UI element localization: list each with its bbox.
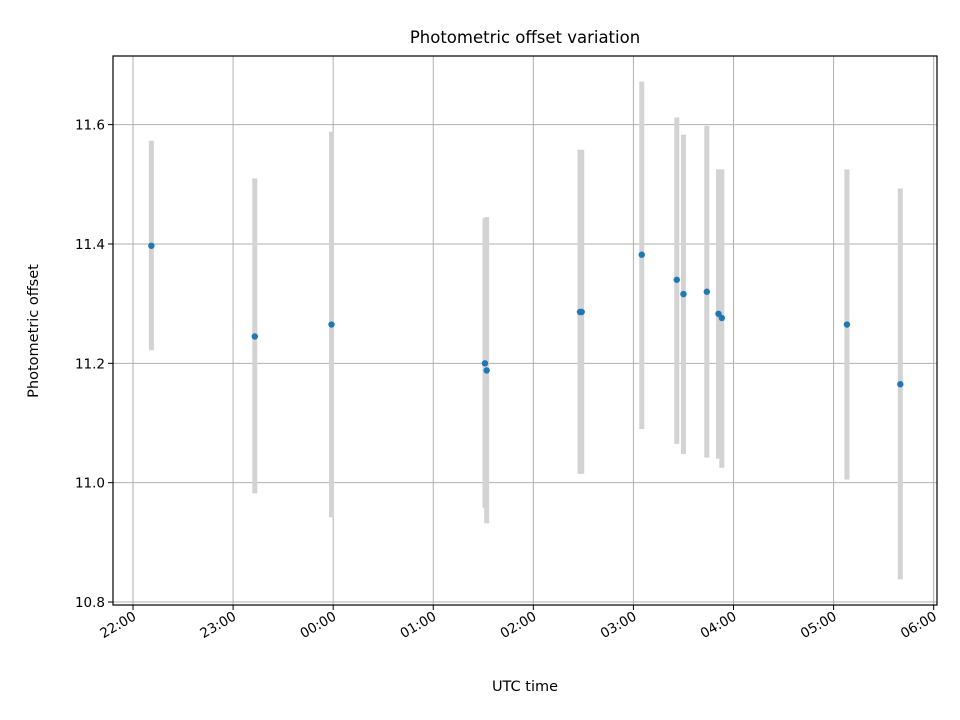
data-point	[328, 321, 335, 328]
data-point	[251, 333, 258, 340]
data-point	[897, 381, 904, 388]
data-point	[680, 290, 687, 298]
y-tick-label: 11.2	[75, 356, 105, 372]
data-point	[481, 360, 489, 367]
data-point	[673, 276, 680, 283]
plot-frame	[112, 55, 938, 606]
y-tick-label: 10.8	[75, 595, 105, 611]
y-tick-label: 11.0	[75, 476, 105, 492]
grid	[113, 56, 937, 605]
chart-title: Photometric offset variation	[410, 28, 640, 47]
y-axis-label: Photometric offset	[26, 264, 42, 398]
data-point	[718, 314, 726, 322]
y-axis: 10.8 11.0 11.2 11.4 11.6	[75, 118, 113, 611]
data-point	[148, 242, 155, 249]
data-points	[148, 242, 904, 388]
y-tick-label: 11.6	[75, 118, 105, 134]
data-point	[703, 288, 711, 295]
x-axis-label: UTC time	[492, 679, 558, 695]
data-point	[578, 308, 585, 316]
data-point	[638, 251, 645, 258]
y-tick-label: 11.4	[75, 237, 105, 253]
data-point	[483, 367, 490, 374]
data-point	[843, 321, 851, 328]
